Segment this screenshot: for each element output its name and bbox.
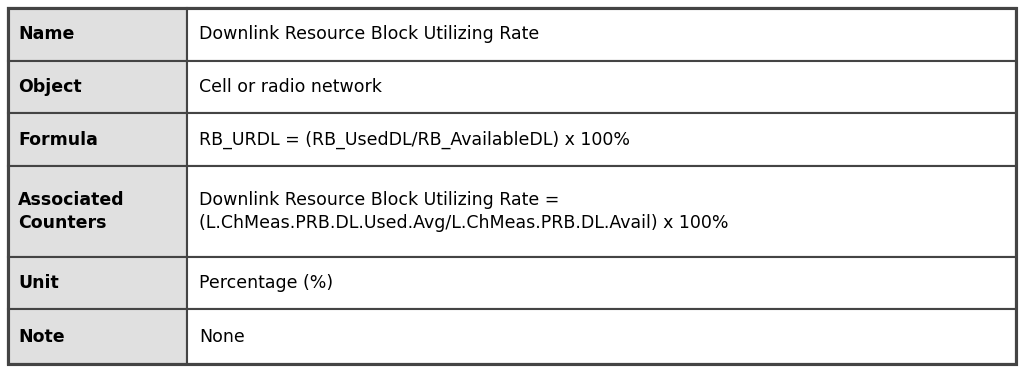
- Bar: [187, 113, 1016, 166]
- Bar: [8, 113, 187, 166]
- Bar: [187, 257, 1016, 310]
- Bar: [8, 257, 187, 310]
- Text: Unit: Unit: [18, 274, 58, 292]
- Text: Cell or radio network: Cell or radio network: [200, 78, 382, 96]
- Text: Note: Note: [18, 328, 65, 346]
- Text: Percentage (%): Percentage (%): [200, 274, 334, 292]
- Text: Downlink Resource Block Utilizing Rate =
(L.ChMeas.PRB.DL.Used.Avg/L.ChMeas.PRB.: Downlink Resource Block Utilizing Rate =…: [200, 190, 729, 232]
- Text: Downlink Resource Block Utilizing Rate: Downlink Resource Block Utilizing Rate: [200, 25, 540, 43]
- Text: RB_URDL = (RB_UsedDL/RB_AvailableDL) x 100%: RB_URDL = (RB_UsedDL/RB_AvailableDL) x 1…: [200, 131, 631, 149]
- Text: None: None: [200, 328, 245, 346]
- Bar: [8, 8, 187, 61]
- Bar: [187, 166, 1016, 257]
- Bar: [8, 310, 187, 364]
- Bar: [8, 61, 187, 113]
- Bar: [187, 310, 1016, 364]
- Text: Object: Object: [18, 78, 82, 96]
- Bar: [187, 61, 1016, 113]
- Text: Associated
Counters: Associated Counters: [18, 190, 125, 232]
- Bar: [187, 8, 1016, 61]
- Text: Formula: Formula: [18, 131, 98, 148]
- Bar: [8, 166, 187, 257]
- Text: Name: Name: [18, 25, 75, 43]
